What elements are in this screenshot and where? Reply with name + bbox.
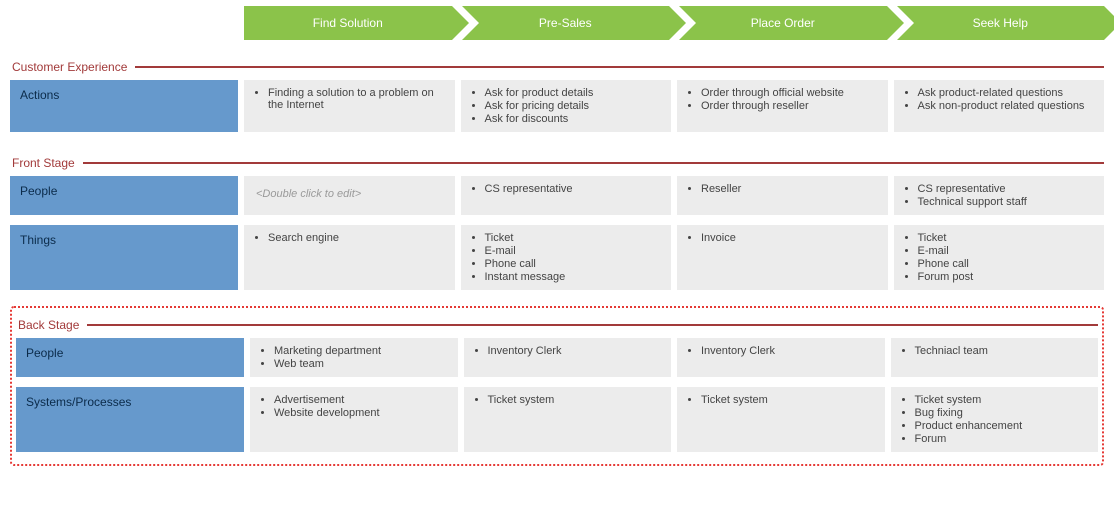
- section-rule: [83, 162, 1104, 164]
- cell-item: Search engine: [268, 232, 445, 244]
- cell-item: CS representative: [485, 183, 662, 195]
- cell-item: Invoice: [701, 232, 878, 244]
- section-title-text: Front Stage: [12, 156, 83, 170]
- cell[interactable]: Ask product-related questions Ask non-pr…: [894, 80, 1105, 132]
- cell-item: Web team: [274, 358, 448, 370]
- section-back-stage: Back Stage People Marketing department W…: [16, 318, 1098, 452]
- cell[interactable]: Invoice: [677, 225, 888, 290]
- cell-item: Inventory Clerk: [488, 345, 662, 357]
- selection-box[interactable]: Back Stage People Marketing department W…: [10, 306, 1104, 466]
- section-customer-experience: Customer Experience Actions Finding a so…: [10, 50, 1104, 146]
- cell-item: Ask for pricing details: [485, 100, 662, 112]
- row-systems-processes: Systems/Processes Advertisement Website …: [16, 387, 1098, 452]
- section-title: Back Stage: [18, 318, 1098, 332]
- row-actions: Actions Finding a solution to a problem …: [10, 80, 1104, 132]
- row-label[interactable]: Systems/Processes: [16, 387, 244, 452]
- row-label[interactable]: People: [16, 338, 244, 377]
- cell-item: Techniacl team: [915, 345, 1089, 357]
- cell[interactable]: Ticket E-mail Phone call Forum post: [894, 225, 1105, 290]
- cell-placeholder: <Double click to edit>: [244, 182, 445, 206]
- stage-label: Pre-Sales: [539, 16, 592, 30]
- cell-item: Marketing department: [274, 345, 448, 357]
- row-label-text: Things: [20, 233, 56, 247]
- section-title-text: Back Stage: [18, 318, 87, 332]
- cell[interactable]: Ticket system: [464, 387, 672, 452]
- cell-item: Ticket system: [701, 394, 875, 406]
- stage-chevron[interactable]: Find Solution: [244, 6, 452, 40]
- cell[interactable]: Ticket system Bug fixing Product enhance…: [891, 387, 1099, 452]
- cell[interactable]: Order through official website Order thr…: [677, 80, 888, 132]
- cell-item: Ask product-related questions: [918, 87, 1095, 99]
- cell-item: Technical support staff: [918, 196, 1095, 208]
- cell-item: Ask for product details: [485, 87, 662, 99]
- stage-label: Find Solution: [313, 16, 383, 30]
- cell[interactable]: Finding a solution to a problem on the I…: [244, 80, 455, 132]
- row-label-text: People: [26, 346, 63, 360]
- cell-item: Ticket system: [488, 394, 662, 406]
- cell-item: Ticket: [485, 232, 662, 244]
- section-title: Front Stage: [12, 156, 1104, 170]
- row-cells: Marketing department Web team Inventory …: [250, 338, 1098, 377]
- stage-chevron[interactable]: Pre-Sales: [462, 6, 670, 40]
- row-people: People <Double click to edit> CS represe…: [10, 176, 1104, 215]
- row-cells: Advertisement Website development Ticket…: [250, 387, 1098, 452]
- cell-item: Phone call: [485, 258, 662, 270]
- cell-item: Order through official website: [701, 87, 878, 99]
- row-label[interactable]: Actions: [10, 80, 238, 132]
- cell-item: E-mail: [918, 245, 1095, 257]
- cell[interactable]: Ticket system: [677, 387, 885, 452]
- cell-item: Order through reseller: [701, 100, 878, 112]
- row-label-text: Systems/Processes: [26, 395, 131, 409]
- stage-chevron-row: Find Solution Pre-Sales Place Order Seek…: [244, 6, 1104, 40]
- row-cells: Search engine Ticket E-mail Phone call I…: [244, 225, 1104, 290]
- cell-item: Forum: [915, 433, 1089, 445]
- cell-item: Website development: [274, 407, 448, 419]
- cell-item: Product enhancement: [915, 420, 1089, 432]
- cell-item: Advertisement: [274, 394, 448, 406]
- cell[interactable]: Techniacl team: [891, 338, 1099, 377]
- cell-item: Instant message: [485, 271, 662, 283]
- row-label[interactable]: People: [10, 176, 238, 215]
- cell-item: Bug fixing: [915, 407, 1089, 419]
- section-rule: [135, 66, 1104, 68]
- cell[interactable]: Ask for product details Ask for pricing …: [461, 80, 672, 132]
- section-front-stage: Front Stage People <Double click to edit…: [10, 146, 1104, 304]
- cell[interactable]: <Double click to edit>: [244, 176, 455, 215]
- stage-label: Seek Help: [973, 16, 1028, 30]
- cell-item: Phone call: [918, 258, 1095, 270]
- stage-chevron[interactable]: Seek Help: [897, 6, 1105, 40]
- cell-item: Reseller: [701, 183, 878, 195]
- cell[interactable]: Inventory Clerk: [677, 338, 885, 377]
- cell-item: Finding a solution to a problem on the I…: [268, 87, 445, 111]
- stage-label: Place Order: [751, 16, 815, 30]
- cell[interactable]: Inventory Clerk: [464, 338, 672, 377]
- cell-item: CS representative: [918, 183, 1095, 195]
- row-cells: Finding a solution to a problem on the I…: [244, 80, 1104, 132]
- cell-item: Ask for discounts: [485, 113, 662, 125]
- row-things: Things Search engine Ticket E-mail Phone…: [10, 225, 1104, 290]
- row-label[interactable]: Things: [10, 225, 238, 290]
- row-label-text: Actions: [20, 88, 59, 102]
- cell-item: Ticket system: [915, 394, 1089, 406]
- cell[interactable]: Advertisement Website development: [250, 387, 458, 452]
- section-title: Customer Experience: [12, 60, 1104, 74]
- cell-item: Ask non-product related questions: [918, 100, 1095, 112]
- row-cells: <Double click to edit> CS representative…: [244, 176, 1104, 215]
- cell-item: E-mail: [485, 245, 662, 257]
- cell-item: Forum post: [918, 271, 1095, 283]
- section-title-text: Customer Experience: [12, 60, 135, 74]
- cell[interactable]: Ticket E-mail Phone call Instant message: [461, 225, 672, 290]
- cell-item: Ticket: [918, 232, 1095, 244]
- cell-item: Inventory Clerk: [701, 345, 875, 357]
- cell[interactable]: Marketing department Web team: [250, 338, 458, 377]
- cell[interactable]: Reseller: [677, 176, 888, 215]
- cell[interactable]: CS representative Technical support staf…: [894, 176, 1105, 215]
- cell[interactable]: CS representative: [461, 176, 672, 215]
- row-label-text: People: [20, 184, 57, 198]
- row-people: People Marketing department Web team Inv…: [16, 338, 1098, 377]
- section-rule: [87, 324, 1098, 326]
- stage-chevron[interactable]: Place Order: [679, 6, 887, 40]
- cell[interactable]: Search engine: [244, 225, 455, 290]
